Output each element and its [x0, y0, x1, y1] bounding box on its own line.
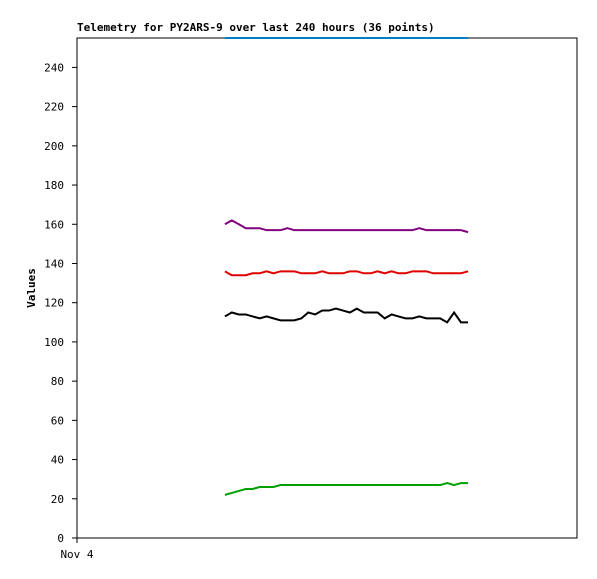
y-tick-label: 80 [51, 375, 64, 388]
y-tick-label: 140 [44, 257, 64, 270]
series-line [224, 219, 469, 234]
y-tick-label: 220 [44, 101, 64, 114]
y-tick-label: 120 [44, 297, 64, 310]
y-tick-label: 100 [44, 336, 64, 349]
y-tick-label: 160 [44, 218, 64, 231]
plot-frame [76, 37, 578, 539]
chart-title: Telemetry for PY2ARS-9 over last 240 hou… [77, 21, 435, 34]
series-line [224, 270, 469, 277]
y-tick-label: 180 [44, 179, 64, 192]
y-tick-label: 60 [51, 414, 64, 427]
y-axis-label: Values [25, 268, 38, 308]
series-line [224, 307, 469, 324]
x-tick-label: Nov 4 [60, 548, 93, 561]
y-tick-label: 0 [57, 532, 64, 545]
series-line [224, 482, 469, 496]
y-tick-label: 200 [44, 140, 64, 153]
y-tick-label: 20 [51, 493, 64, 506]
y-tick-label: 40 [51, 454, 64, 467]
y-tick-label: 240 [44, 61, 64, 74]
